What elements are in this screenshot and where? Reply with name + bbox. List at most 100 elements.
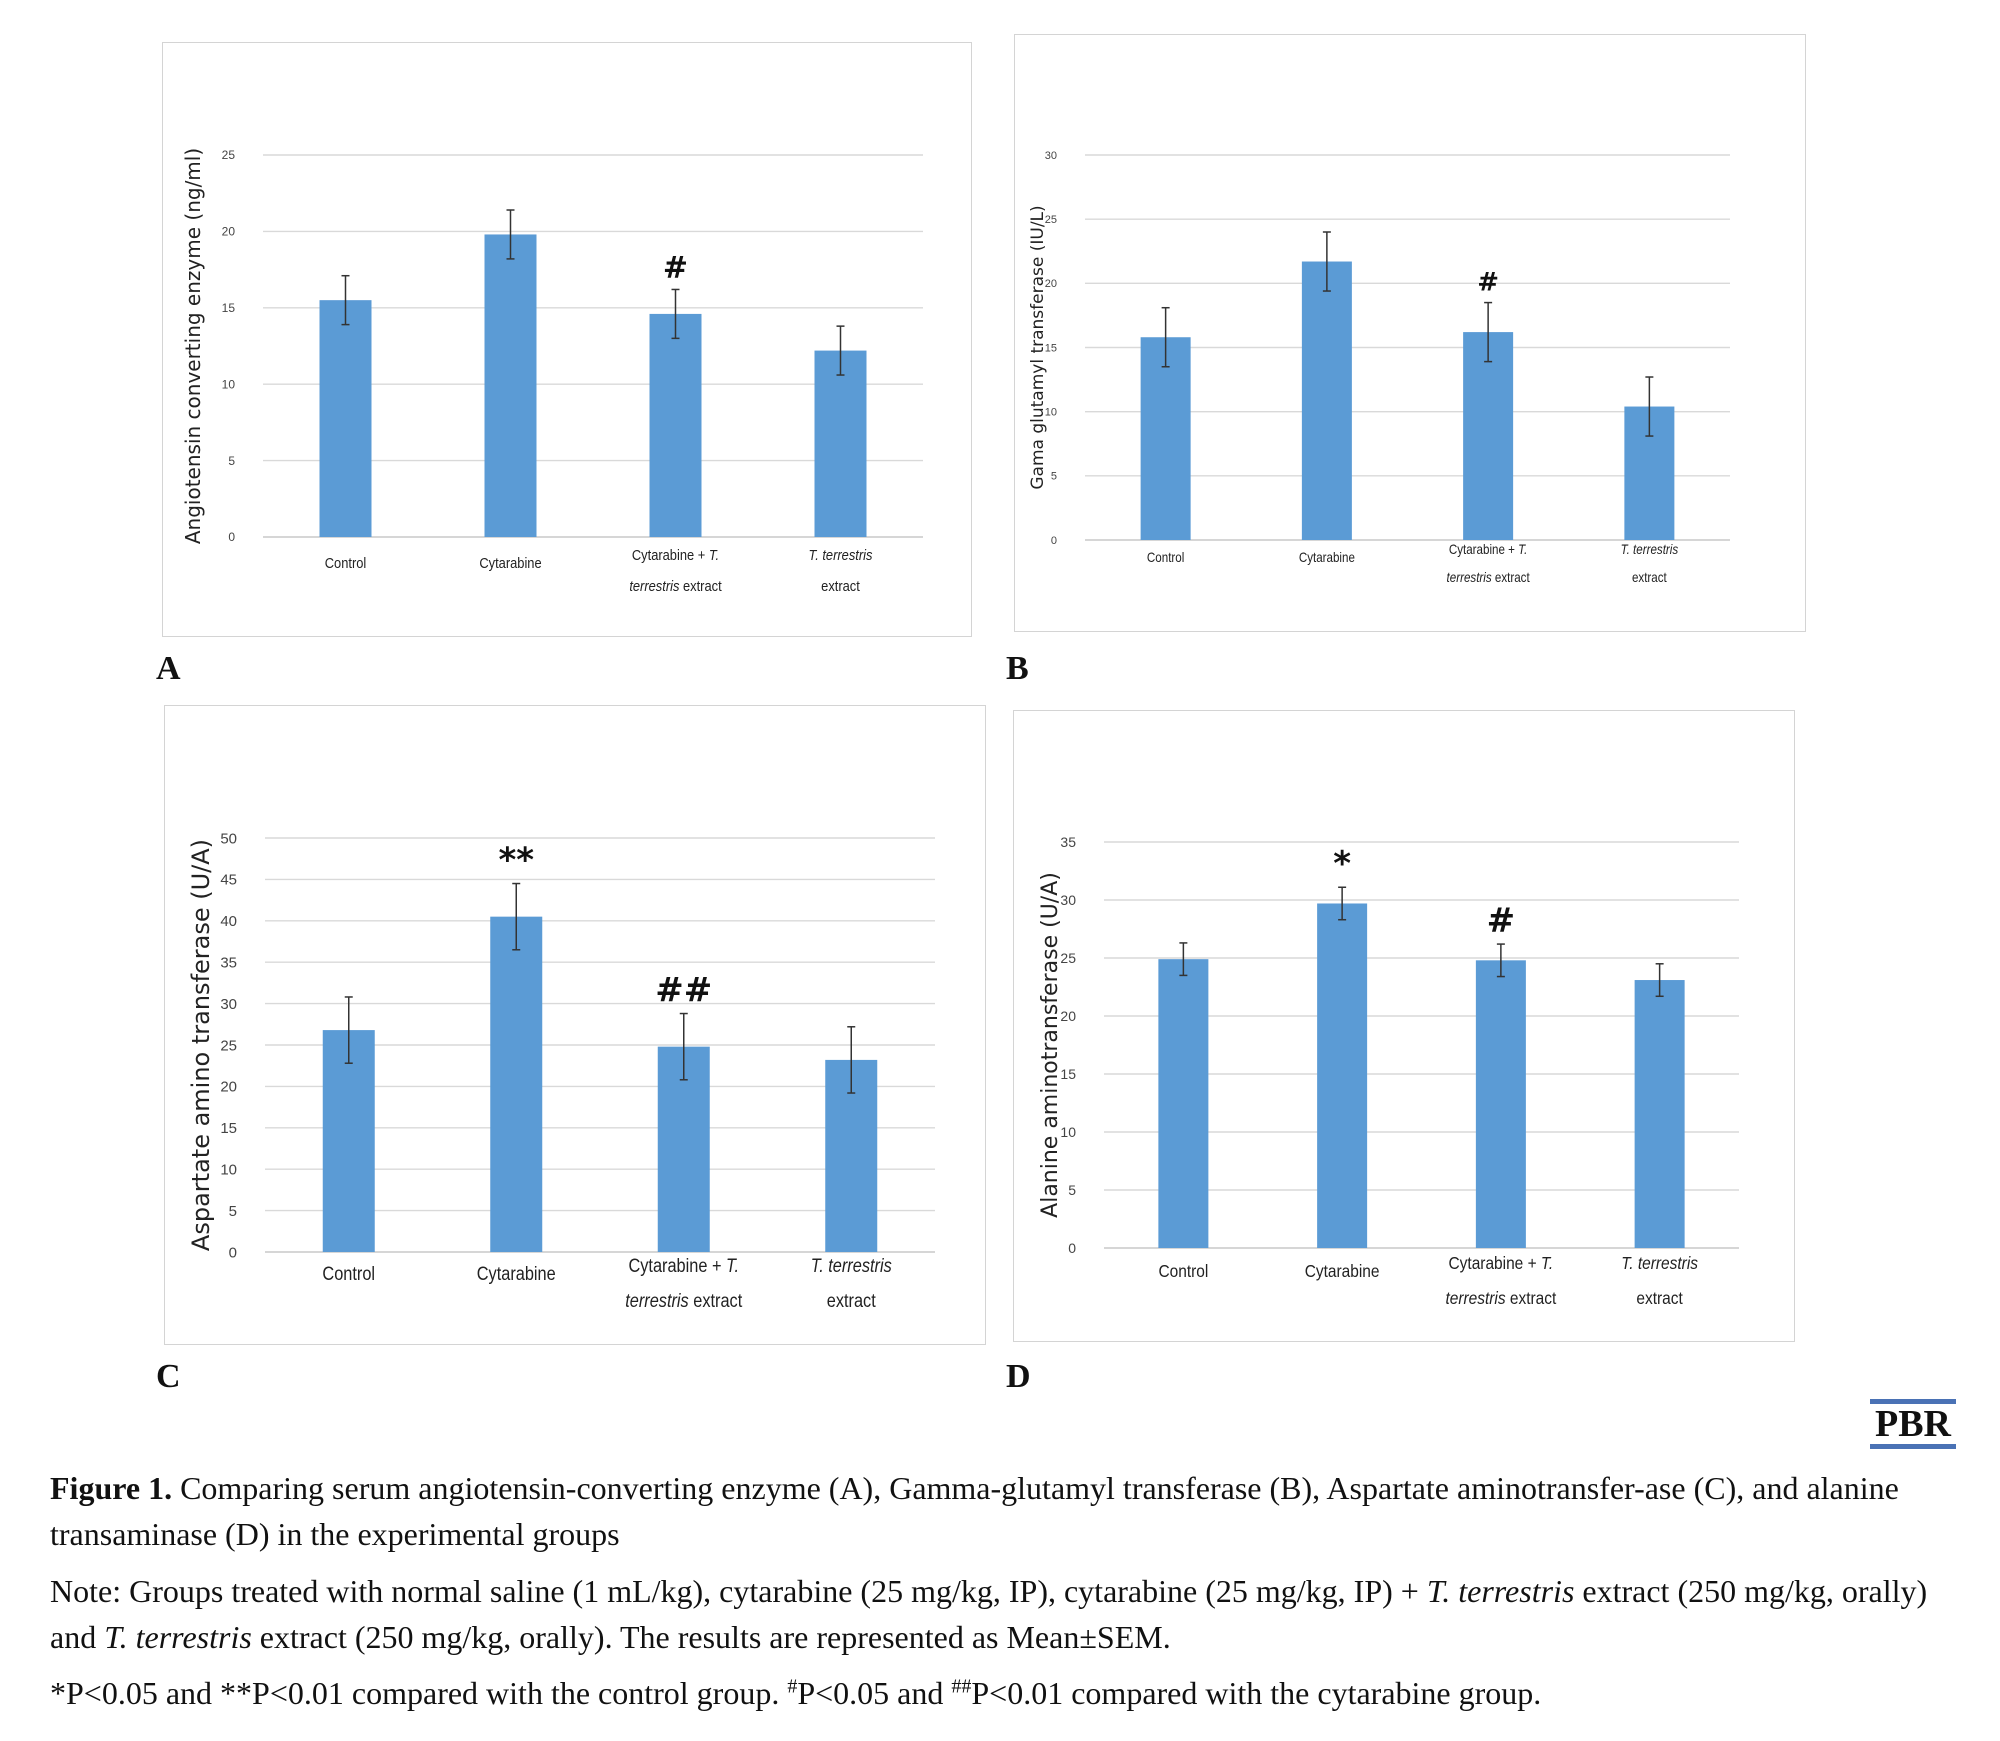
y-tick-label: 35 bbox=[220, 954, 237, 971]
significance-marker: ** bbox=[498, 841, 534, 881]
category-label: Cytarabine bbox=[1299, 550, 1355, 565]
chart-a: 0 5 10 15 20 25 Angiotensin converting enzyme … bbox=[181, 148, 923, 594]
note-species-1: T. terrestris bbox=[1426, 1573, 1575, 1609]
y-tick-label: 30 bbox=[1060, 892, 1076, 908]
species-name: T. bbox=[1541, 1253, 1553, 1273]
significance-marker: ## bbox=[655, 971, 712, 1011]
bar bbox=[1317, 903, 1368, 1248]
bar bbox=[649, 313, 702, 537]
category-label: T. terrestris bbox=[1621, 542, 1679, 557]
logo-text: PBR bbox=[1875, 1403, 1951, 1445]
sig-text-1: *P<0.05 and **P<0.01 compared with the c… bbox=[50, 1675, 788, 1711]
significance-note: *P<0.05 and **P<0.01 compared with the c… bbox=[50, 1670, 1960, 1716]
category-label: Control bbox=[1147, 550, 1184, 565]
y-tick-label: 10 bbox=[1060, 1124, 1076, 1140]
category-label: Cytarabine + T. bbox=[1449, 1253, 1554, 1273]
y-tick-label: 20 bbox=[1060, 1008, 1076, 1024]
species-name: terrestris bbox=[1447, 570, 1493, 585]
category-label: extract bbox=[821, 577, 860, 594]
y-axis-label: Alanine aminotransferase (U/A) bbox=[1038, 872, 1063, 1218]
y-tick-label: 15 bbox=[220, 1120, 237, 1137]
sig-text-2: P<0.05 and bbox=[797, 1675, 952, 1711]
y-tick-label: 30 bbox=[1045, 150, 1057, 162]
category-label: extract bbox=[1632, 570, 1667, 585]
category-label: Cytarabine bbox=[477, 1263, 556, 1284]
bar bbox=[1158, 959, 1209, 1248]
bar bbox=[490, 916, 543, 1252]
y-tick-label: 30 bbox=[220, 996, 237, 1013]
category-label: Cytarabine bbox=[479, 554, 542, 571]
category-label: Control bbox=[1158, 1261, 1208, 1281]
bar bbox=[322, 1030, 375, 1252]
y-tick-label: 20 bbox=[1045, 278, 1057, 290]
species-name: T. bbox=[726, 1255, 739, 1276]
y-tick-label: 15 bbox=[1060, 1066, 1076, 1082]
species-name: T. bbox=[1518, 542, 1527, 557]
y-tick-label: 0 bbox=[1051, 535, 1057, 547]
bar bbox=[319, 300, 372, 537]
significance-marker: * bbox=[1333, 844, 1351, 884]
y-tick-label: 40 bbox=[220, 913, 237, 930]
y-tick-label: 25 bbox=[222, 148, 236, 162]
y-tick-label: 15 bbox=[222, 301, 236, 315]
bar bbox=[814, 350, 867, 537]
figure-title: Comparing serum angiotensin-converting e… bbox=[50, 1470, 1899, 1552]
species-name: terrestris bbox=[629, 577, 679, 594]
note-text-3: extract (250 mg/kg, orally). The results… bbox=[251, 1619, 1171, 1655]
y-tick-label: 5 bbox=[228, 454, 235, 468]
category-label: Control bbox=[325, 554, 367, 571]
chart-panel-d: 0 5 10 15 20 25 30 35 Alanine aminotransferase (… bbox=[1013, 710, 1795, 1342]
y-tick-label: 25 bbox=[1060, 950, 1076, 966]
species-name: T. bbox=[709, 546, 719, 563]
category-label: extract bbox=[827, 1290, 876, 1311]
sig-hash-2: ## bbox=[951, 1675, 972, 1698]
y-tick-label: 15 bbox=[1045, 342, 1057, 354]
y-tick-label: 0 bbox=[1068, 1240, 1076, 1256]
figure-label: Figure 1. bbox=[50, 1470, 173, 1506]
bar bbox=[1301, 261, 1352, 540]
y-tick-label: 0 bbox=[228, 530, 235, 544]
chart-panel-a: 0 5 10 15 20 25 Angiotensin converting enzyme … bbox=[162, 42, 972, 637]
y-tick-label: 35 bbox=[1060, 834, 1076, 850]
category-label: terrestris extract bbox=[1447, 570, 1531, 585]
sig-text-3: P<0.01 compared with the cytarabine grou… bbox=[971, 1675, 1542, 1711]
y-axis-label: Aspartate amino transferase (U/A) bbox=[187, 839, 215, 1251]
category-label: T. terrestris bbox=[811, 1255, 892, 1276]
figure-note: Note: Groups treated with normal saline … bbox=[50, 1568, 1960, 1660]
y-tick-label: 20 bbox=[220, 1079, 237, 1096]
y-tick-label: 10 bbox=[222, 377, 236, 391]
panel-label-c: C bbox=[156, 1358, 181, 1395]
y-tick-label: 10 bbox=[1045, 407, 1057, 419]
bar bbox=[1140, 337, 1191, 540]
y-axis-label: Angiotensin converting enzyme (ng/ml) bbox=[181, 148, 205, 544]
y-tick-label: 45 bbox=[220, 872, 237, 889]
panel-label-a: A bbox=[156, 650, 181, 687]
bar bbox=[1634, 980, 1685, 1248]
sig-hash-1: # bbox=[787, 1675, 798, 1698]
bar bbox=[1475, 960, 1526, 1248]
category-label: Cytarabine + T. bbox=[632, 546, 719, 563]
species-name: T. terrestris bbox=[811, 1255, 892, 1276]
journal-logo: PBR bbox=[1870, 1399, 1956, 1449]
bar bbox=[1463, 332, 1514, 540]
category-label: Cytarabine + T. bbox=[1449, 542, 1528, 557]
significance-marker: # bbox=[1487, 901, 1516, 941]
y-tick-label: 0 bbox=[229, 1244, 237, 1261]
category-label: terrestris extract bbox=[625, 1290, 742, 1311]
category-label: Cytarabine bbox=[1305, 1261, 1380, 1281]
logo-top-bar bbox=[1870, 1399, 1956, 1404]
y-tick-label: 5 bbox=[229, 1203, 237, 1220]
significance-marker: # bbox=[663, 250, 688, 285]
y-tick-label: 10 bbox=[220, 1161, 237, 1178]
panel-label-d: D bbox=[1006, 1358, 1031, 1395]
species-name: terrestris bbox=[1445, 1288, 1506, 1308]
y-axis-label: Gama glutamyl transferase (IU/L) bbox=[1028, 205, 1048, 489]
note-text-2: extract (250 mg/kg, orally) and bbox=[50, 1573, 1928, 1655]
species-name: T. terrestris bbox=[1621, 1253, 1698, 1273]
category-label: terrestris extract bbox=[1445, 1288, 1556, 1308]
bar bbox=[657, 1046, 710, 1252]
y-tick-label: 5 bbox=[1068, 1182, 1076, 1198]
category-label: Control bbox=[322, 1263, 375, 1284]
y-tick-label: 50 bbox=[220, 830, 237, 847]
category-label: terrestris extract bbox=[629, 577, 721, 594]
